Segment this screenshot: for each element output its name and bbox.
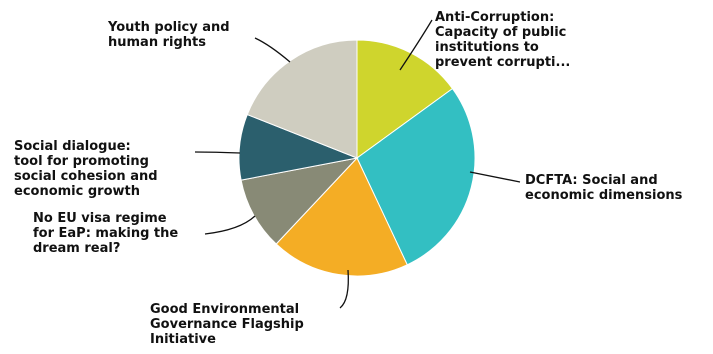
slice-label-line: social cohesion and bbox=[14, 169, 158, 184]
slice-label-line: human rights bbox=[108, 35, 206, 50]
slice-label-line: Youth policy and bbox=[107, 20, 230, 35]
slice-labels: Anti-Corruption: Capacity of public instit… bbox=[14, 10, 683, 347]
pie-slices bbox=[238, 39, 476, 277]
slice-label-line: dream real? bbox=[33, 241, 120, 256]
slice-label-2: Good Environmental Governance Flagship Ini… bbox=[150, 302, 304, 347]
slice-label-line: Initiative bbox=[150, 332, 216, 347]
leader-line-0 bbox=[399, 19, 433, 71]
slice-label-3: No EU visa regime for EaP: making the drea… bbox=[33, 211, 178, 256]
slice-label-5: Youth policy and human rights bbox=[107, 20, 230, 50]
leader-lines bbox=[194, 19, 521, 309]
slice-label-line: economic growth bbox=[14, 184, 140, 199]
slice-label-line: for EaP: making the bbox=[33, 226, 178, 241]
slice-label-line: Good Environmental bbox=[150, 302, 299, 317]
leader-line-1 bbox=[469, 171, 521, 183]
slice-label-line: Anti-Corruption: bbox=[435, 10, 554, 25]
slice-label-line: institutions to bbox=[435, 40, 539, 55]
slice-label-line: DCFTA: Social and bbox=[525, 173, 658, 188]
slice-label-line: prevent corrupti... bbox=[435, 55, 570, 70]
slice-label-line: tool for promoting bbox=[14, 154, 149, 169]
slice-label-line: economic dimensions bbox=[525, 188, 683, 203]
slice-label-line: Governance Flagship bbox=[150, 317, 304, 332]
slice-label-4: Social dialogue: tool for promoting social… bbox=[14, 139, 158, 199]
leader-line-4 bbox=[194, 151, 241, 154]
leader-line-5 bbox=[254, 37, 291, 63]
slice-label-0: Anti-Corruption: Capacity of public instit… bbox=[435, 10, 570, 70]
pie-slice-2 bbox=[275, 157, 408, 277]
pie-slice-5 bbox=[246, 39, 358, 159]
pie-slice-1 bbox=[356, 87, 476, 266]
pie-slice-3 bbox=[240, 157, 359, 245]
slice-label-line: Capacity of public bbox=[435, 25, 566, 40]
slice-label-line: Social dialogue: bbox=[14, 139, 131, 154]
leader-line-2 bbox=[339, 269, 349, 309]
leader-line-3 bbox=[204, 215, 256, 235]
slice-label-line: No EU visa regime bbox=[33, 211, 167, 226]
slice-label-1: DCFTA: Social and economic dimensions bbox=[525, 173, 683, 203]
